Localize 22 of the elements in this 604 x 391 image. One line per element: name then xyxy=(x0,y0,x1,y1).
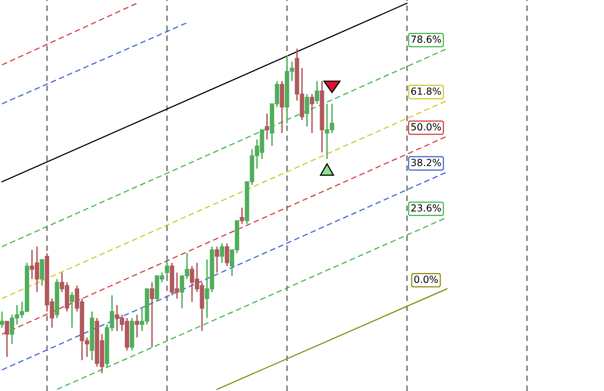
series-label: 78.6% xyxy=(411,36,441,43)
candlestick xyxy=(4,320,10,358)
candlestick xyxy=(0,310,4,328)
candlestick xyxy=(280,80,284,134)
candlestick xyxy=(224,242,230,267)
candlestick xyxy=(240,206,244,225)
series-label: 38.2% xyxy=(411,158,441,166)
candlestick xyxy=(220,242,224,264)
candlestick xyxy=(150,282,154,348)
series-label: 0.0% xyxy=(414,276,438,284)
candlestick xyxy=(164,258,170,277)
series-label: 50.0% xyxy=(411,123,441,131)
candlestick xyxy=(134,314,140,338)
candlestick xyxy=(310,93,314,134)
candlestick xyxy=(304,93,310,128)
candlestick xyxy=(70,291,74,328)
candlestick xyxy=(264,112,270,140)
series-label: 61.8% xyxy=(411,87,441,95)
candlestick xyxy=(40,258,44,286)
candlestick xyxy=(214,246,220,274)
candlestick xyxy=(314,80,320,105)
series-label: 23.6% xyxy=(411,204,441,212)
